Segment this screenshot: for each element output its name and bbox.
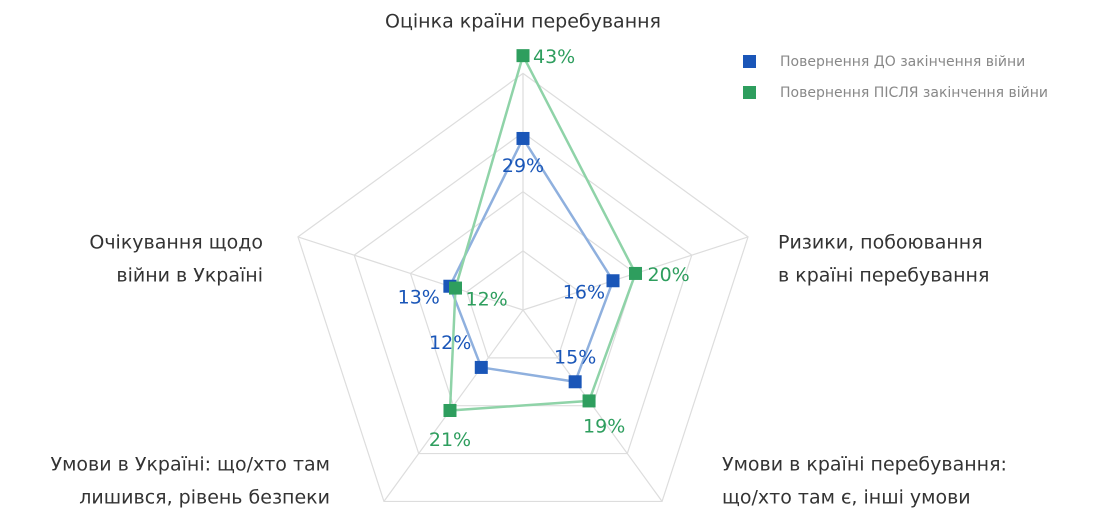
- category-label: в країні перебування: [778, 265, 989, 287]
- marker: [568, 375, 582, 389]
- category-label: Ризики, побоювання: [778, 232, 983, 254]
- marker: [516, 131, 530, 145]
- category-label: війни в Україні: [116, 265, 263, 287]
- grid-ring: [297, 72, 749, 503]
- value-label: 12%: [429, 332, 471, 354]
- grid-ring: [353, 131, 693, 455]
- marker: [443, 403, 457, 417]
- spoke: [297, 236, 524, 311]
- legend-label: Повернення ПІСЛЯ закінчення війни: [780, 85, 1048, 101]
- value-label: 13%: [398, 287, 440, 309]
- legend-marker: [743, 55, 756, 68]
- marker: [606, 274, 620, 288]
- marker: [629, 266, 643, 280]
- marker: [474, 360, 488, 374]
- category-label: Очікування щодо: [89, 232, 263, 254]
- legend-marker: [743, 86, 756, 99]
- category-label: лишився, рівень безпеки: [79, 487, 330, 509]
- marker: [582, 394, 596, 408]
- marker: [516, 49, 530, 63]
- value-label: 21%: [429, 429, 471, 451]
- value-label: 15%: [554, 346, 596, 368]
- category-label: Оцінка країни перебування: [385, 11, 661, 33]
- value-label: 12%: [465, 289, 507, 311]
- marker: [448, 281, 462, 295]
- category-label: Умови в Україні: що/хто там: [51, 454, 330, 476]
- value-label: 20%: [648, 264, 690, 286]
- grid-ring: [466, 250, 580, 359]
- legend-label: Повернення ДО закінчення війни: [780, 54, 1025, 70]
- value-label: 19%: [583, 415, 625, 437]
- category-label: що/хто там є, інші умови: [722, 487, 971, 509]
- value-label: 29%: [502, 155, 544, 177]
- category-label: Умови в країні перебування:: [722, 454, 1007, 476]
- value-label: 43%: [533, 46, 575, 68]
- series-line: [448, 52, 637, 412]
- value-label: 16%: [563, 281, 605, 303]
